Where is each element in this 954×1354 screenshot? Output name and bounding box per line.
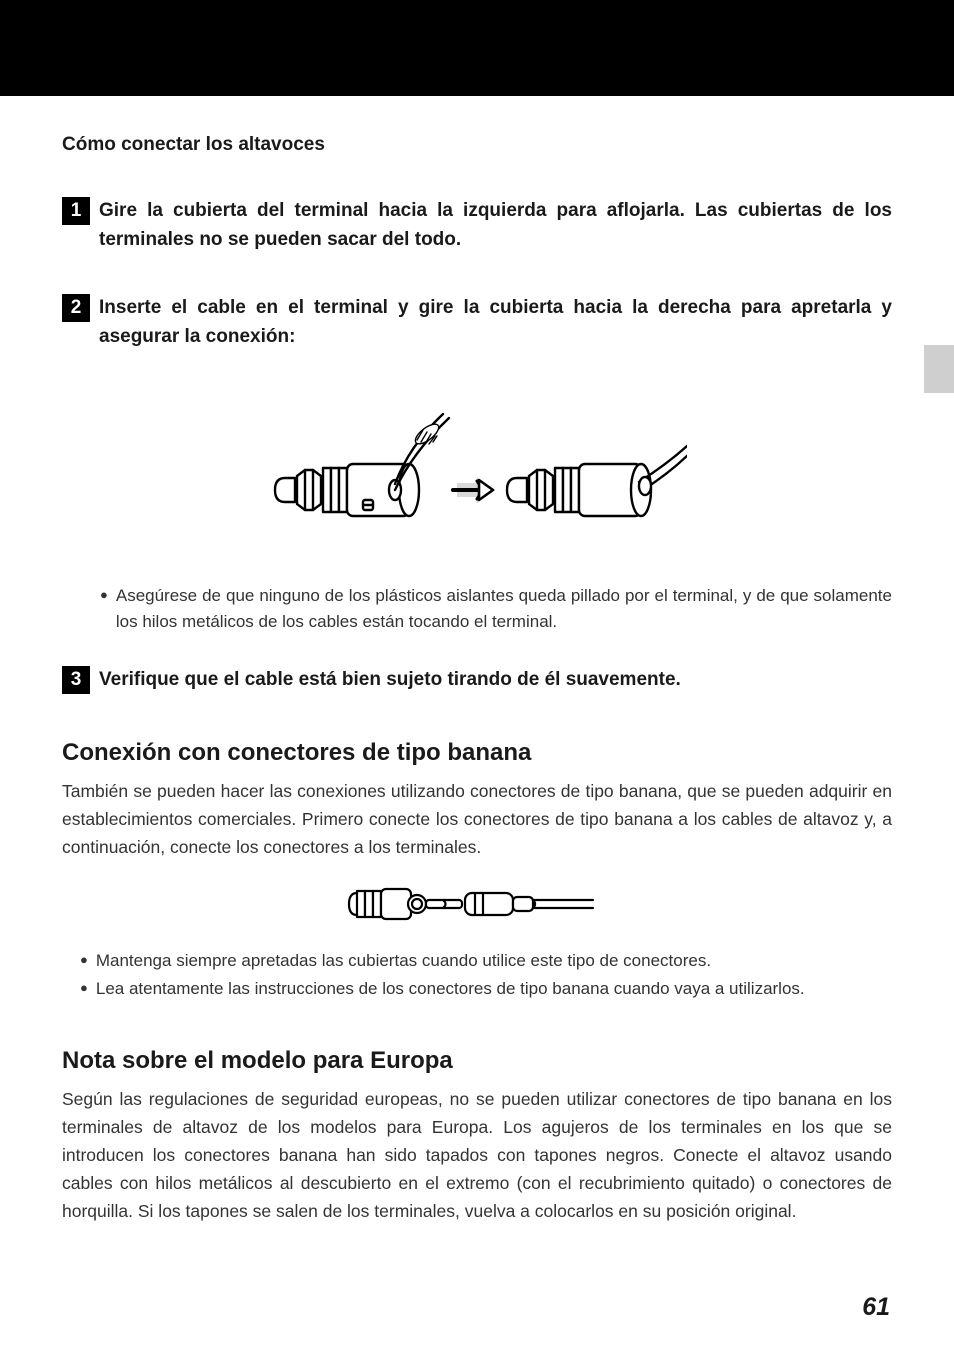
banana-para: También se pueden hacer las conexiones u… xyxy=(62,777,892,861)
bullet-icon: ● xyxy=(100,583,108,636)
page-edge-tab xyxy=(924,345,954,393)
banana-bullets: ● Mantenga siempre apretadas las cubiert… xyxy=(80,948,892,1003)
step2-notes: ● Asegúrese de que ninguno de los plásti… xyxy=(100,583,892,636)
europa-title: Nota sobre el modelo para Europa xyxy=(62,1047,892,1075)
step-1: 1 Gire la cubierta del terminal hacia la… xyxy=(62,196,892,255)
page-number: 61 xyxy=(862,1293,890,1322)
step-heading: Gire la cubierta del terminal hacia la i… xyxy=(99,196,892,255)
header-bar xyxy=(0,0,954,96)
step-number-box: 2 xyxy=(62,294,90,322)
step-heading: Inserte el cable en el terminal y gire l… xyxy=(99,293,892,352)
bullet-text: Lea atentamente las instrucciones de los… xyxy=(96,976,892,1002)
section-title: Cómo conectar los altavoces xyxy=(62,134,892,156)
step-number-box: 1 xyxy=(62,197,90,225)
step-heading: Verifique que el cable está bien sujeto … xyxy=(99,665,892,694)
europa-para: Según las regulaciones de seguridad euro… xyxy=(62,1085,892,1225)
bullet-icon: ● xyxy=(80,976,88,1002)
banana-title: Conexión con conectores de tipo banana xyxy=(62,739,892,767)
page-content: Cómo conectar los altavoces 1 Gire la cu… xyxy=(0,96,954,1225)
figure-banana-plug xyxy=(62,879,892,934)
list-item: ● Lea atentamente las instrucciones de l… xyxy=(80,976,892,1002)
figure-terminal-connection xyxy=(62,390,892,555)
bullet-text: Mantenga siempre apretadas las cubiertas… xyxy=(96,948,892,974)
step-2: 2 Inserte el cable en el terminal y gire… xyxy=(62,293,892,352)
step-3: 3 Verifique que el cable está bien sujet… xyxy=(62,665,892,694)
list-item: ● Asegúrese de que ninguno de los plásti… xyxy=(100,583,892,636)
step-number-box: 3 xyxy=(62,666,90,694)
bullet-icon: ● xyxy=(80,948,88,974)
list-item: ● Mantenga siempre apretadas las cubiert… xyxy=(80,948,892,974)
bullet-text: Asegúrese de que ninguno de los plástico… xyxy=(116,583,892,636)
